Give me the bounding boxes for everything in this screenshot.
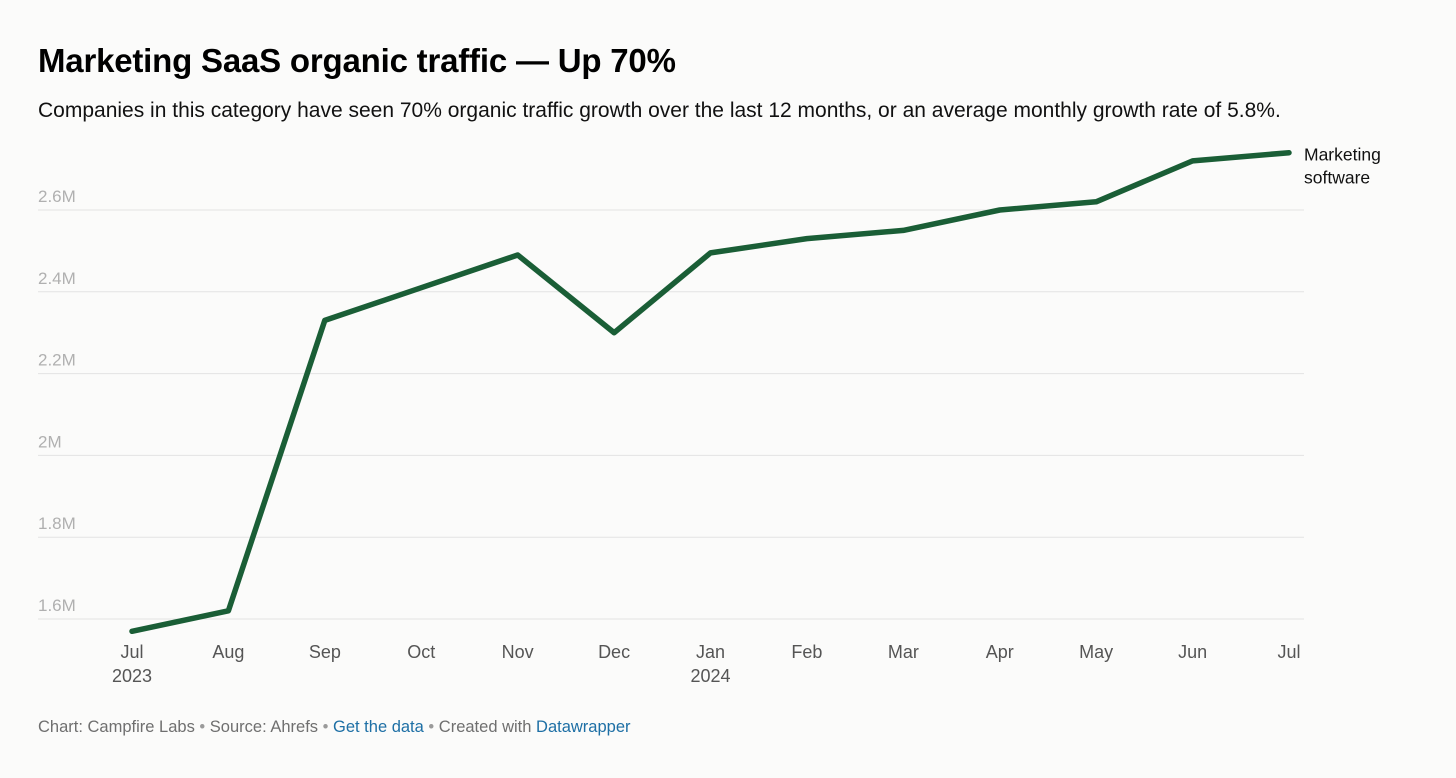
x-axis-ticks: Jul 2023 Aug Sep Oct Nov Dec Jan 2024 Feb Mar Apr Ma… <box>112 642 1301 686</box>
y-tick-label: 2.4M <box>38 269 76 288</box>
x-tick-label: Sep <box>309 642 341 662</box>
datawrapper-link[interactable]: Datawrapper <box>536 718 631 736</box>
grid-lines <box>38 209 1304 620</box>
x-tick-label: Aug <box>212 642 244 662</box>
footer-chart-credit: Chart: Campfire Labs <box>38 718 195 736</box>
chart-subtitle: Companies in this category have seen 70%… <box>38 99 1281 122</box>
y-tick-label: 1.6M <box>38 596 76 615</box>
series-lines <box>129 149 1292 635</box>
x-tick-label: Jan <box>696 642 725 662</box>
footer-separator: • <box>322 718 329 736</box>
y-tick-label: 1.8M <box>38 514 76 533</box>
x-tick-year-label: 2024 <box>690 666 730 686</box>
x-tick-label: Mar <box>888 642 919 662</box>
y-tick-label: 2M <box>38 432 62 451</box>
footer-separator: • <box>199 718 206 736</box>
x-tick-label: Jun <box>1178 642 1207 662</box>
x-tick-label: Jul <box>1277 642 1300 662</box>
series-labels: Marketing software <box>1304 145 1381 188</box>
y-tick-label: 2.2M <box>38 351 76 370</box>
chart-footer: Chart: Campfire Labs • Source: Ahrefs • … <box>38 718 631 737</box>
footer-source: Source: Ahrefs <box>209 718 319 736</box>
x-tick-label: Jul <box>120 642 143 662</box>
get-the-data-link[interactable]: Get the data <box>333 718 424 736</box>
x-tick-label: Apr <box>986 642 1014 662</box>
chart-title: Marketing SaaS organic traffic — Up 70% <box>38 42 676 79</box>
y-axis-ticks: 1.6M 1.8M 2M 2.2M 2.4M 2.6M <box>38 187 76 615</box>
series-line-marketing-software <box>129 149 1292 635</box>
y-tick-label: 2.6M <box>38 187 76 206</box>
x-tick-year-label: 2023 <box>112 666 152 686</box>
footer-separator: • <box>428 718 435 736</box>
footer-created-with: Created with <box>438 718 532 736</box>
x-tick-label: May <box>1079 642 1113 662</box>
series-label: Marketing <box>1304 145 1381 165</box>
x-tick-label: Oct <box>407 642 435 662</box>
series-label: software <box>1304 168 1370 188</box>
x-tick-label: Dec <box>598 642 630 662</box>
x-tick-label: Feb <box>791 642 822 662</box>
x-tick-label: Nov <box>502 642 534 662</box>
